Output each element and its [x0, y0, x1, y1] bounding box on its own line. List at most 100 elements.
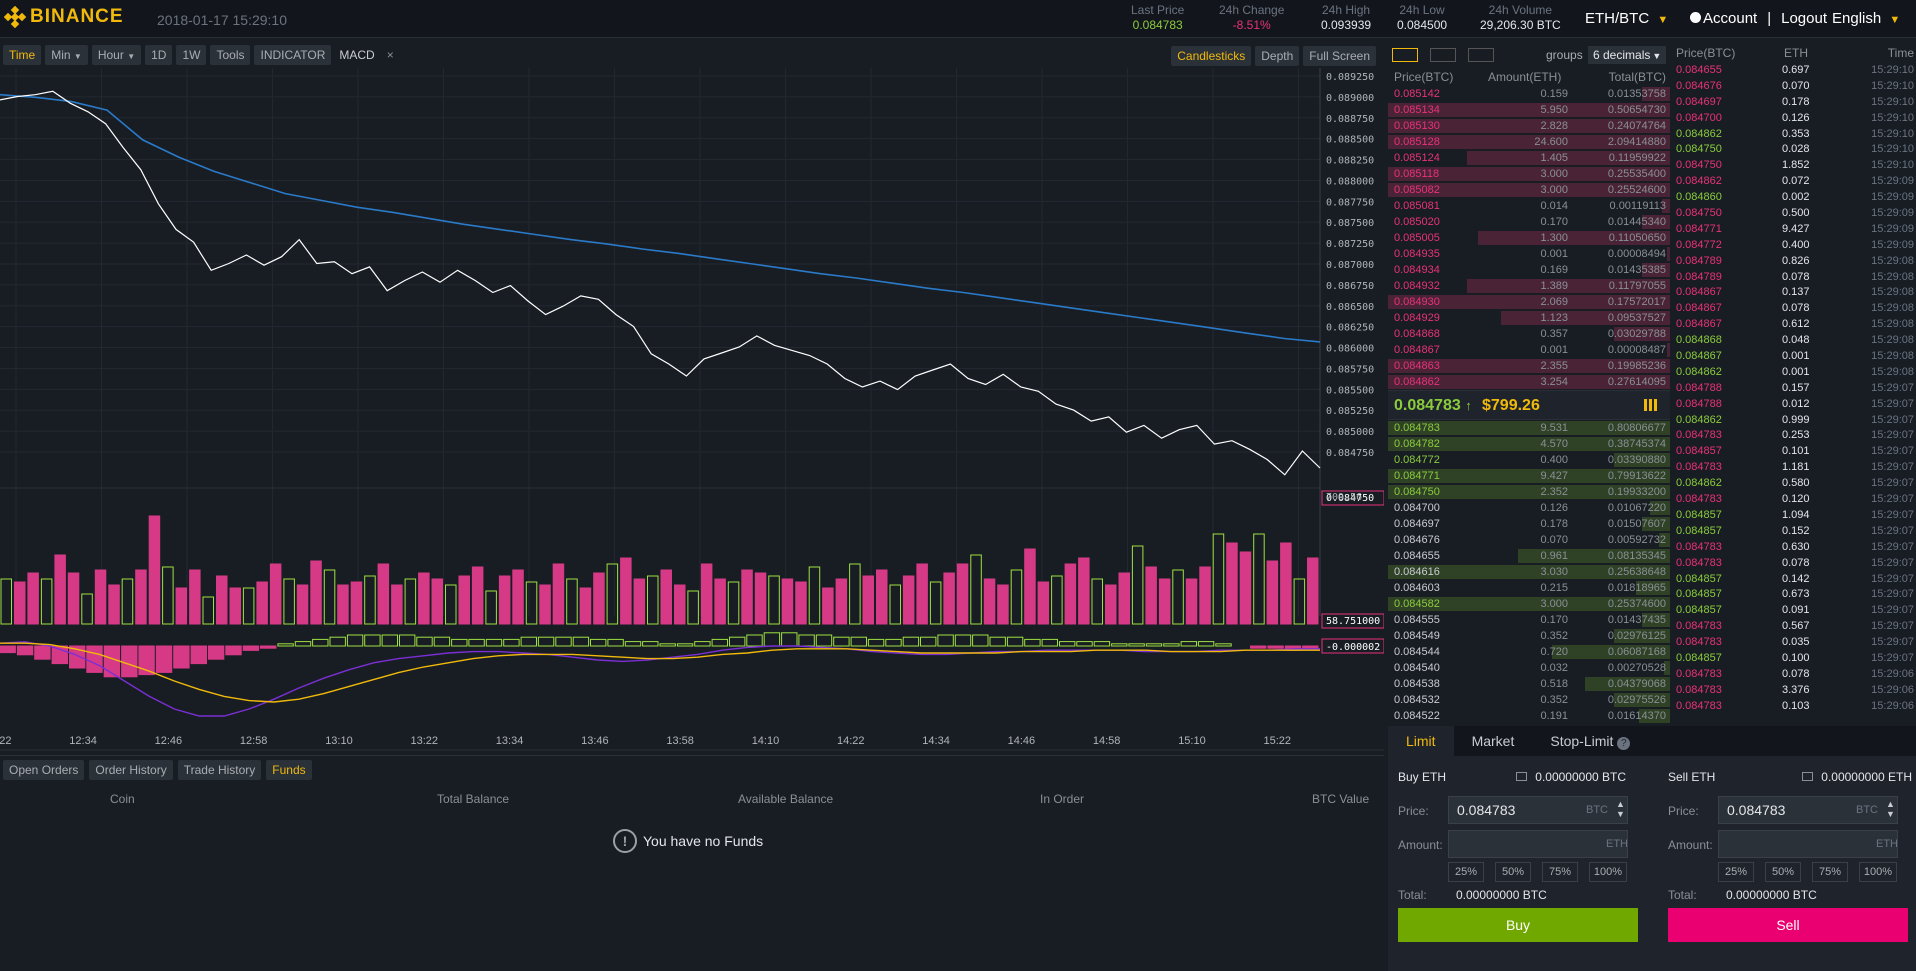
trade-row: 0.084867 0.612 15:29:08: [1672, 316, 1916, 332]
bid-row[interactable]: 0.084783 9.531 0.80806677: [1388, 420, 1670, 436]
macd-bar: [607, 638, 624, 647]
ask-row[interactable]: 0.084863 2.355 0.19985236: [1388, 358, 1670, 374]
sell-price-input[interactable]: 0.084783: [1718, 796, 1898, 824]
bid-row[interactable]: 0.084676 0.070 0.00592732: [1388, 532, 1670, 548]
ask-row[interactable]: 0.084862 3.254 0.27614095: [1388, 374, 1670, 390]
price-chart[interactable]: 0.089250 0.089000 0.088750 0.088500 0.088250…: [0, 68, 1384, 752]
tab-limit[interactable]: Limit: [1388, 726, 1454, 756]
buy-pct-100[interactable]: 100%: [1589, 862, 1627, 882]
ask-row[interactable]: 0.085005 1.300 0.11050650: [1388, 230, 1670, 246]
ask-row[interactable]: 0.085124 1.405 0.11959922: [1388, 150, 1670, 166]
tb-time[interactable]: Time: [3, 45, 42, 65]
bid-row[interactable]: 0.084616 3.030 0.25638648: [1388, 564, 1670, 580]
tab-order-history[interactable]: Order History: [89, 760, 173, 780]
book-both-icon[interactable]: [1392, 48, 1418, 62]
tab-stop-limit[interactable]: Stop-Limit ?: [1532, 726, 1648, 756]
sell-pct-75[interactable]: 75%: [1812, 862, 1848, 882]
sell-pct-50[interactable]: 50%: [1765, 862, 1801, 882]
sell-button[interactable]: Sell: [1668, 908, 1908, 942]
bid-row[interactable]: 0.084603 0.215 0.01818965: [1388, 580, 1670, 596]
book-bids-icon[interactable]: [1430, 48, 1456, 62]
bid-row[interactable]: 0.084540 0.032 0.00270528: [1388, 660, 1670, 676]
macd-bar: [34, 645, 51, 660]
decimals-select[interactable]: 6 decimals ▼: [1588, 46, 1667, 64]
ask-row[interactable]: 0.084867 0.001 0.00008487: [1388, 342, 1670, 358]
book-asks-icon[interactable]: [1468, 48, 1494, 62]
bid-row[interactable]: 0.084750 2.352 0.19933200: [1388, 484, 1670, 500]
stepper-icon[interactable]: ▲ ▼: [1886, 799, 1895, 819]
book-price: 0.084868: [1394, 328, 1440, 340]
trade-amount: 0.002: [1782, 191, 1810, 204]
ask-row[interactable]: 0.085081 0.014 0.00119113: [1388, 198, 1670, 214]
trade-row: 0.084788 0.157 15:29:07: [1672, 380, 1916, 396]
ask-row[interactable]: 0.084868 0.357 0.03029788: [1388, 326, 1670, 342]
tab-trade-history[interactable]: Trade History: [177, 760, 262, 780]
pair-selector[interactable]: ETH/BTC ▼: [1585, 10, 1668, 27]
bid-row[interactable]: 0.084782 4.570 0.38745374: [1388, 436, 1670, 452]
ask-row[interactable]: 0.084934 0.169 0.01435385: [1388, 262, 1670, 278]
last-price-value: 0.084783: [1394, 397, 1461, 414]
macd-bar: [1041, 638, 1058, 647]
tb-indicator[interactable]: INDICATOR: [254, 45, 332, 65]
depth-bar: [1641, 215, 1670, 229]
bid-row[interactable]: 0.084555 0.170 0.01437435: [1388, 612, 1670, 628]
tb-hour[interactable]: Hour ▼: [91, 45, 142, 65]
tab-open-orders[interactable]: Open Orders: [3, 760, 85, 780]
buy-button[interactable]: Buy: [1398, 908, 1638, 942]
language-selector[interactable]: English ▼: [1832, 10, 1900, 27]
close-indicator-icon[interactable]: ×: [386, 48, 394, 62]
tab-market[interactable]: Market: [1471, 733, 1515, 749]
bid-row[interactable]: 0.084549 0.352 0.02976125: [1388, 628, 1670, 644]
ask-row[interactable]: 0.084929 1.123 0.09537527: [1388, 310, 1670, 326]
buy-pct-75[interactable]: 75%: [1542, 862, 1578, 882]
sell-pct-25[interactable]: 25%: [1718, 862, 1754, 882]
tb-min[interactable]: Min ▼: [45, 45, 88, 65]
book-total: 0.11959922: [1608, 152, 1666, 164]
macd-bar: [451, 638, 468, 647]
tb-1w[interactable]: 1W: [176, 45, 207, 65]
bid-row[interactable]: 0.084700 0.126 0.01067220: [1388, 500, 1670, 516]
logout-link[interactable]: Logout: [1781, 10, 1827, 27]
sell-amount-input[interactable]: [1718, 830, 1898, 858]
trade-row: 0.084867 0.001 15:29:08: [1672, 348, 1916, 364]
tb-fullscreen[interactable]: Full Screen: [1303, 46, 1376, 66]
tab-funds[interactable]: Funds: [266, 760, 312, 780]
bid-row[interactable]: 0.084655 0.961 0.08135345: [1388, 548, 1670, 564]
tb-1d[interactable]: 1D: [145, 45, 173, 65]
buy-pct-50[interactable]: 50%: [1495, 862, 1531, 882]
volume-bar: [674, 584, 686, 625]
stepper-icon[interactable]: ▲ ▼: [1616, 799, 1625, 819]
account-link[interactable]: Account: [1690, 10, 1757, 27]
ask-row[interactable]: 0.085118 3.000 0.25535400: [1388, 166, 1670, 182]
buy-price-input[interactable]: 0.084783: [1448, 796, 1628, 824]
ask-row[interactable]: 0.085142 0.159 0.01353758: [1388, 86, 1670, 102]
ask-row[interactable]: 0.084930 2.069 0.17572017: [1388, 294, 1670, 310]
bid-row[interactable]: 0.084771 9.427 0.79913622: [1388, 468, 1670, 484]
bid-row[interactable]: 0.084538 0.518 0.04379068: [1388, 676, 1670, 692]
bid-row[interactable]: 0.084582 3.000 0.25374600: [1388, 596, 1670, 612]
trade-time: 15:29:10: [1871, 127, 1914, 140]
tb-tools[interactable]: Tools: [210, 45, 251, 65]
buy-pct-25[interactable]: 25%: [1448, 862, 1484, 882]
help-icon[interactable]: ?: [1617, 737, 1631, 750]
ask-row[interactable]: 0.084935 0.001 0.00008494: [1388, 246, 1670, 262]
tb-depth[interactable]: Depth: [1255, 46, 1300, 66]
bid-row[interactable]: 0.084522 0.191 0.01614370: [1388, 708, 1670, 724]
ask-row[interactable]: 0.085128 24.600 2.09414880: [1388, 134, 1670, 150]
bid-row[interactable]: 0.084772 0.400 0.03390880: [1388, 452, 1670, 468]
ask-row[interactable]: 0.084932 1.389 0.11797055: [1388, 278, 1670, 294]
trade-row: 0.084772 0.400 15:29:09: [1672, 237, 1916, 253]
ask-row[interactable]: 0.085082 3.000 0.25524600: [1388, 182, 1670, 198]
ask-row[interactable]: 0.085130 2.828 0.24074764: [1388, 118, 1670, 134]
ask-row[interactable]: 0.085020 0.170 0.01445340: [1388, 214, 1670, 230]
sell-pct-100[interactable]: 100%: [1859, 862, 1897, 882]
tb-candlesticks[interactable]: Candlesticks: [1171, 46, 1252, 66]
buy-amount-input[interactable]: [1448, 830, 1628, 858]
ask-row[interactable]: 0.085134 5.950 0.50654730: [1388, 102, 1670, 118]
bid-row[interactable]: 0.084697 0.178 0.01507607: [1388, 516, 1670, 532]
book-price: 0.084862: [1394, 376, 1440, 388]
bid-row[interactable]: 0.084544 0.720 0.06087168: [1388, 644, 1670, 660]
bid-row[interactable]: 0.084532 0.352 0.02975526: [1388, 692, 1670, 708]
logo[interactable]: BINANCE: [4, 6, 124, 28]
trade-time: 15:29:08: [1871, 270, 1914, 283]
